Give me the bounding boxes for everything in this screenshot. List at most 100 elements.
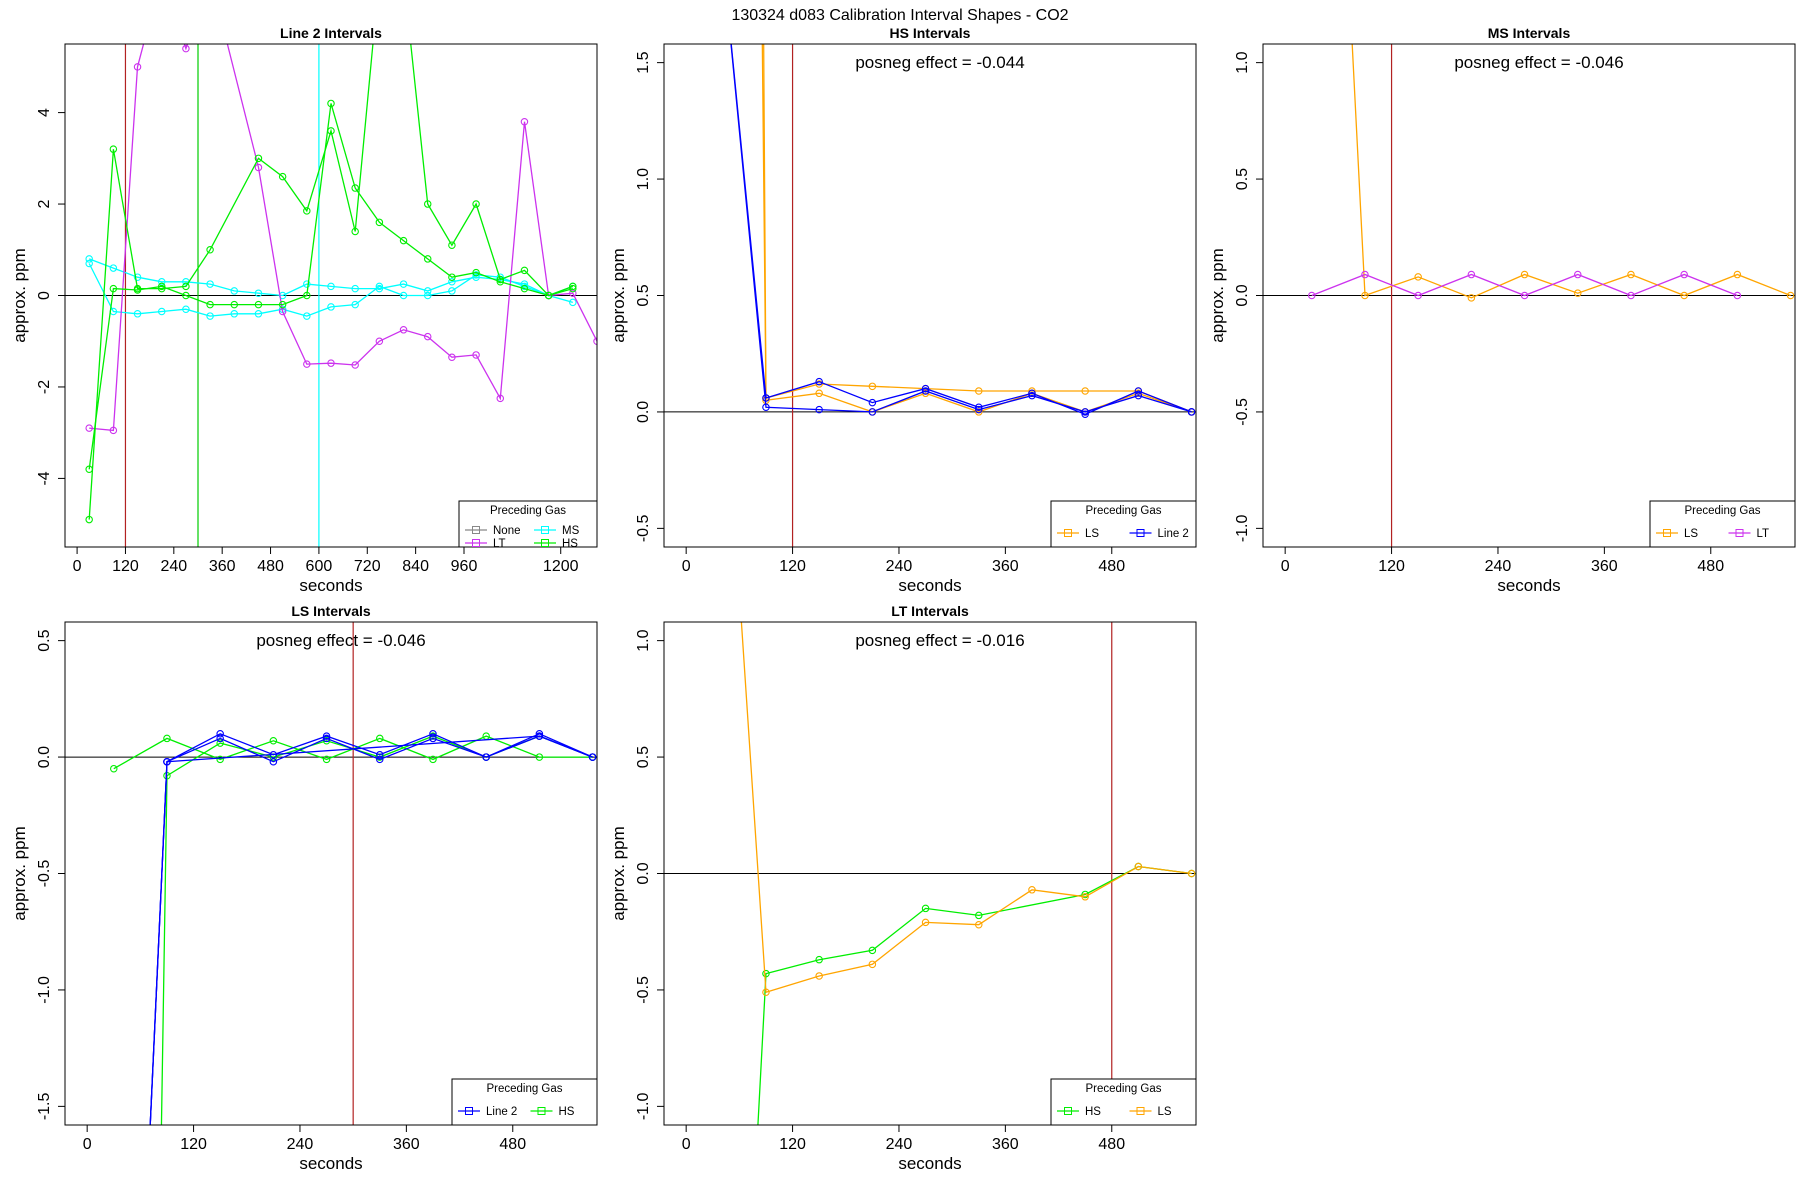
legend-marker <box>472 539 480 547</box>
data-point <box>230 310 239 318</box>
data-point <box>520 284 529 293</box>
data-point <box>868 398 877 407</box>
data-point <box>815 380 823 388</box>
legend: Preceding Gas HS LS <box>1050 1078 1197 1126</box>
data-point <box>975 405 983 414</box>
x-tick-label: 120 <box>180 1136 207 1153</box>
series-hs-4 <box>85 44 577 524</box>
data-point <box>399 291 408 300</box>
y-tick-label: 1.0 <box>635 629 652 651</box>
y-tick-label: 0.5 <box>635 284 652 306</box>
data-point <box>376 750 384 759</box>
data-point <box>520 117 529 126</box>
plot-area <box>664 44 1196 547</box>
data-point <box>230 287 239 295</box>
data-point <box>544 291 553 300</box>
data-point <box>322 737 331 745</box>
plot-area <box>65 44 597 547</box>
legend-title: Preceding Gas <box>1085 1083 1161 1095</box>
data-point <box>303 207 311 215</box>
x-tick-label: 960 <box>451 558 478 575</box>
y-tick-label: 0.0 <box>36 746 53 768</box>
legend-entry-label: LT <box>493 538 506 550</box>
chart-panel-5: LT Intervals 0 120 240 360 480 seconds -1.0 -0.5… <box>609 603 1197 1173</box>
y-tick-label: 0 <box>36 291 53 300</box>
series-line <box>1351 44 1791 299</box>
y-tick-label: 0.5 <box>635 746 652 768</box>
legend-entry-label: LS <box>1684 528 1698 540</box>
data-point <box>133 63 142 71</box>
data-point <box>1467 270 1476 279</box>
y-tick-label: 4 <box>36 108 53 117</box>
x-tick-label: 480 <box>499 1136 526 1153</box>
legend-entry-label: MS <box>562 525 580 537</box>
y-axis-label: approx. ppm <box>10 248 29 343</box>
data-point <box>327 99 335 108</box>
plot-area <box>664 622 1196 1125</box>
data-point <box>815 972 823 980</box>
data-point <box>216 730 224 738</box>
data-point <box>376 755 384 764</box>
y-axis-label: approx. ppm <box>609 248 628 343</box>
chart-panel-3: MS Intervals 0 120 240 360 480 seconds -1.0 -0.5… <box>1208 25 1796 595</box>
data-point <box>496 394 505 403</box>
data-point <box>921 384 930 393</box>
x-tick-label: 120 <box>1378 558 1405 575</box>
data-point <box>322 734 331 743</box>
data-point <box>157 282 166 291</box>
data-point <box>975 387 983 395</box>
x-tick-label: 0 <box>682 558 691 575</box>
y-tick-label: 2 <box>36 199 53 208</box>
data-point <box>85 465 93 474</box>
series-line <box>740 622 1192 994</box>
data-point <box>327 359 335 367</box>
data-point <box>1028 387 1036 395</box>
data-point <box>1733 291 1742 300</box>
data-point <box>1414 291 1422 300</box>
data-point <box>133 310 142 318</box>
data-point <box>109 264 118 272</box>
data-point <box>216 739 224 747</box>
data-point <box>975 403 983 412</box>
x-tick-label: 1200 <box>543 558 579 575</box>
data-point <box>868 946 877 955</box>
series-hs-2 <box>160 732 597 1125</box>
legend-marker <box>1735 529 1744 537</box>
data-point <box>206 246 214 254</box>
data-point <box>921 904 930 913</box>
data-point <box>429 734 437 743</box>
data-point <box>975 920 983 929</box>
data-point <box>351 227 359 236</box>
x-tick-label: 240 <box>1485 558 1512 575</box>
legend-title: Preceding Gas <box>486 1083 562 1095</box>
data-point <box>1028 391 1036 400</box>
legend-box <box>1649 500 1796 548</box>
data-point <box>1187 408 1196 416</box>
x-axis-label: seconds <box>1497 576 1560 595</box>
y-tick-label: -1.0 <box>635 1092 652 1120</box>
legend-marker <box>465 1107 473 1115</box>
data-point <box>448 273 456 281</box>
legend-entry-label: HS <box>562 538 578 550</box>
data-point <box>110 764 118 773</box>
data-point <box>1081 387 1089 395</box>
data-point <box>1733 270 1742 279</box>
data-point <box>588 753 597 761</box>
series-line <box>763 44 1192 413</box>
data-point <box>1361 291 1369 300</box>
legend-box <box>1050 500 1197 548</box>
data-point <box>351 184 359 192</box>
data-point <box>182 305 190 313</box>
panel-title: LS Intervals <box>291 603 371 619</box>
x-axis-label: seconds <box>299 576 362 595</box>
data-point <box>109 145 118 153</box>
data-point <box>376 753 384 761</box>
x-tick-label: 360 <box>393 1136 420 1153</box>
legend-marker <box>472 526 480 534</box>
data-point <box>1187 869 1196 878</box>
x-tick-label: 240 <box>886 1136 913 1153</box>
data-point <box>157 307 166 316</box>
legend-title: Preceding Gas <box>1684 505 1760 517</box>
series-ls-2 <box>740 622 1196 997</box>
data-point <box>448 287 456 295</box>
